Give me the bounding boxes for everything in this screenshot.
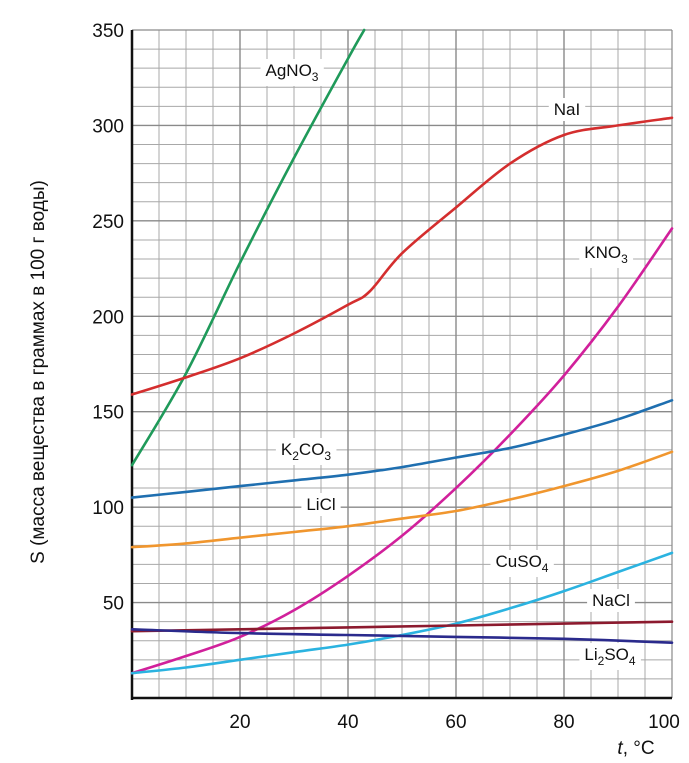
x-tick-label: 40 [337, 712, 358, 733]
x-tick-label: 60 [445, 712, 466, 733]
series-label-text: AgNO3 [266, 61, 319, 84]
y-axis-title: S (масса вещества в граммах в 100 г воды… [28, 180, 49, 564]
y-tick-label: 250 [92, 212, 124, 233]
y-tick-label: 350 [92, 21, 124, 42]
series-line-licl [130, 450, 674, 549]
series-label-text: K2CO3 [281, 440, 332, 463]
label-background [260, 59, 324, 86]
series-line-nacl [130, 620, 674, 633]
major-grid [132, 29, 673, 698]
y-tick-label: 150 [92, 403, 124, 424]
y-tick-label: 50 [103, 594, 124, 615]
y-tick-label: 300 [92, 116, 124, 137]
label-background [587, 589, 635, 612]
label-background [301, 493, 341, 516]
series-label-agno3: AgNO3 [260, 59, 324, 86]
label-background [579, 643, 641, 670]
x-tick-label: 20 [229, 712, 250, 733]
minor-grid [132, 30, 672, 698]
y-tick-label: 200 [92, 307, 124, 328]
series-line-agno3 [130, 28, 366, 467]
tick-labels: 50 100 150 200 250 300 350 20 40 60 80 100 [92, 21, 680, 733]
series-label-text: CuSO4 [496, 552, 549, 575]
series-label-cuso4: CuSO4 [490, 550, 554, 577]
series-line-nai [130, 116, 674, 396]
series-label-text: Li2SO4 [584, 645, 635, 668]
series-label-text: NaI [554, 100, 580, 119]
series-label-text: NaCl [592, 591, 630, 610]
series-label-text: KNO3 [584, 243, 628, 266]
label-background [579, 241, 634, 268]
series-labels: AgNO3 NaI KNO3 K2CO3 LiCl CuSO4 NaCl Li2SO4 [260, 59, 641, 670]
series-layer [130, 28, 674, 675]
label-background [275, 438, 337, 465]
series-label-nacl: NaCl [587, 589, 635, 612]
series-label-k2co3: K2CO3 [275, 438, 337, 465]
series-line-k2co3 [130, 399, 674, 499]
series-label-kno3: KNO3 [579, 241, 634, 268]
axes [130, 30, 672, 700]
series-label-text: LiCl [306, 495, 335, 514]
series-label-licl: LiCl [301, 493, 341, 516]
series-label-li2so4: Li2SO4 [579, 643, 641, 670]
y-tick-label: 100 [92, 498, 124, 519]
label-background [490, 550, 554, 577]
series-label-nai: NaI [548, 98, 586, 121]
series-line-li2so4 [130, 628, 674, 644]
x-tick-label: 100 [648, 712, 680, 733]
x-axis-title: t, °C [617, 738, 654, 759]
series-line-kno3 [130, 227, 674, 675]
x-tick-label: 80 [553, 712, 574, 733]
label-background [548, 98, 586, 121]
